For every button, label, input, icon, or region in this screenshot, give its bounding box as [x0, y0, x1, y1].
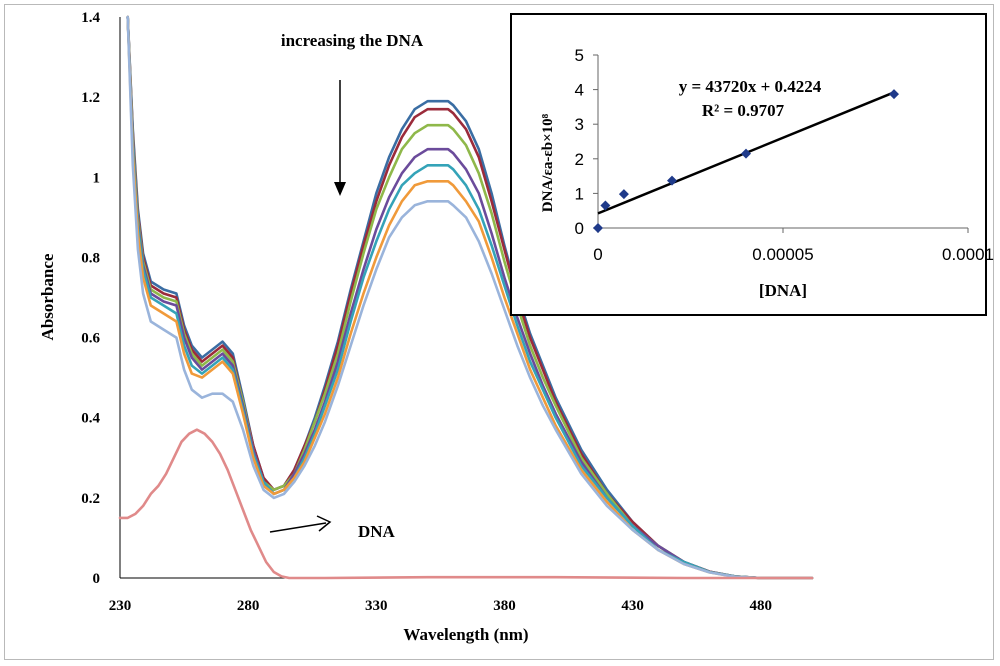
inset-data-point	[600, 200, 611, 211]
main-x-tick-labels: 230 280 330 380 430 480	[109, 598, 772, 614]
inset-y-tick-label: 3	[575, 115, 584, 134]
inset-equation: y = 43720x + 0.4224	[679, 77, 822, 96]
main-y-tick-label: 0.6	[81, 331, 100, 347]
inset-y-tick-label: 2	[575, 150, 584, 169]
inset-x-tick-label: 0.00005	[752, 245, 813, 264]
inset-y-tick-label: 1	[575, 184, 584, 203]
main-x-tick-label: 380	[493, 598, 516, 614]
inset-x-axis-title: [DNA]	[759, 281, 807, 300]
spectrum-line-8	[118, 428, 814, 580]
main-y-axis-title: Absorbance	[38, 253, 57, 340]
spectrum-line-1	[126, 15, 814, 580]
inset-data-point	[667, 175, 677, 186]
main-x-tick-label: 330	[365, 598, 388, 614]
inset-y-axis-title: DNA/εa-εb×10⁸	[540, 113, 556, 212]
inset-r-squared: R² = 0.9707	[702, 101, 785, 120]
main-y-tick-label: 1.4	[81, 10, 100, 26]
inset-y-tick-label: 0	[575, 219, 584, 238]
inset-frame	[510, 13, 987, 316]
main-x-tick-label: 430	[621, 598, 644, 614]
main-y-tick-labels: 0 0.2 0.4 0.6 0.8 1 1.2 1.4	[81, 10, 100, 587]
spectrum-line-5	[126, 15, 814, 580]
inset-data-point	[889, 89, 899, 100]
main-y-tick-label: 1.2	[81, 90, 100, 106]
increasing-dna-label: increasing the DNA	[281, 31, 424, 50]
main-x-tick-label: 280	[237, 598, 260, 614]
spectrum-line-6	[126, 15, 814, 580]
dna-curve-label: DNA	[358, 522, 396, 541]
inset-y-tick-label: 5	[575, 46, 584, 65]
main-y-tick-label: 0	[93, 571, 101, 587]
main-y-tick-label: 0.8	[81, 250, 100, 266]
main-x-axis-title: Wavelength (nm)	[403, 625, 528, 644]
inset-x-tick-label: 0	[593, 245, 602, 264]
inset-points	[593, 89, 899, 233]
inset-x-tick-labels: 0 0.00005 0.0001	[593, 228, 994, 264]
inset-data-point	[741, 148, 751, 159]
dna-pointer-arrow-icon	[269, 515, 332, 533]
inset-y-tick-label: 4	[575, 81, 584, 100]
spectrum-line-7	[126, 15, 814, 580]
main-x-tick-label: 230	[109, 598, 132, 614]
spectrum-line-3	[126, 15, 814, 580]
main-y-tick-label: 0.4	[81, 411, 100, 427]
main-x-tick-label: 480	[749, 598, 772, 614]
inset-data-point	[593, 223, 603, 233]
inset-x-tick-label: 0.0001	[942, 245, 994, 264]
main-y-tick-label: 1	[93, 170, 101, 186]
main-y-tick-label: 0.2	[81, 491, 100, 507]
main-series-group	[118, 15, 814, 580]
down-arrow-icon	[334, 80, 346, 196]
inset-data-point	[618, 189, 629, 200]
